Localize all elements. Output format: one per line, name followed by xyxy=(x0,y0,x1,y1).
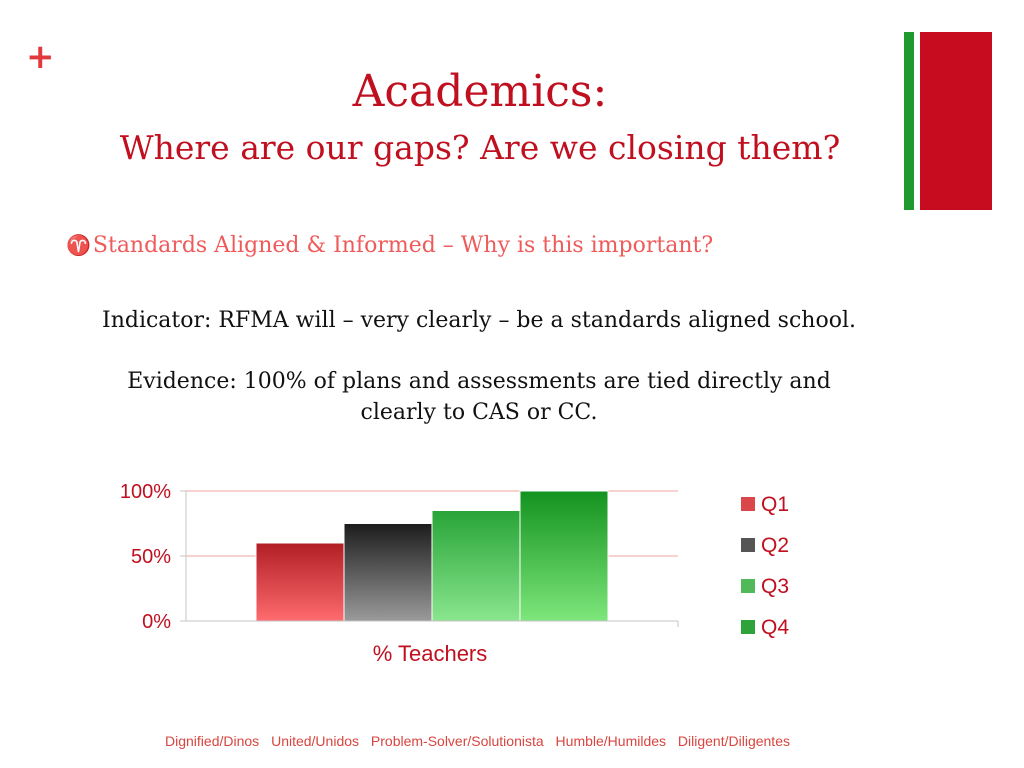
chart-axis: 0% 50% 100% % Teachers xyxy=(120,481,679,666)
legend-label: Q3 xyxy=(761,575,789,598)
chart-legend: Q1 Q2 Q3 Q4 xyxy=(741,493,789,639)
legend-label: Q1 xyxy=(761,493,789,516)
bar-chart: 0% 50% 100% % Teachers Q1 Q2 Q3 Q4 xyxy=(120,481,789,666)
y-tick-label: 0% xyxy=(142,611,171,633)
evidence-text: Evidence: 100% of plans and assessments … xyxy=(127,369,831,425)
slide-subtitle: Where are our gaps? Are we closing them? xyxy=(119,128,841,167)
footer-value: Diligent/Diligentes xyxy=(677,733,790,749)
footer-value: Problem-Solver/Solutionista xyxy=(370,733,544,749)
bar-q3 xyxy=(431,510,521,622)
bar-q1 xyxy=(255,542,345,622)
bullet-point: ♈Standards Aligned & Informed – Why is t… xyxy=(66,230,713,261)
footer-values: Dignified/Dinos United/Unidos Problem-So… xyxy=(0,732,955,750)
legend-label: Q4 xyxy=(761,616,789,639)
y-tick-label: 100% xyxy=(120,481,171,503)
footer-value: Humble/Humildes xyxy=(555,733,667,749)
plus-icon: + xyxy=(26,37,55,77)
indicator-text: Indicator: RFMA will – very clearly – be… xyxy=(102,308,856,333)
y-tick-label: 50% xyxy=(131,546,171,568)
footer-value: Dignified/Dinos xyxy=(165,733,260,749)
legend-label: Q2 xyxy=(761,534,789,557)
legend-swatch xyxy=(741,620,755,634)
aries-bullet-icon: ♈ xyxy=(66,233,91,257)
bar-q4 xyxy=(519,490,609,622)
bar-q2 xyxy=(343,523,433,622)
x-category-label: % Teachers xyxy=(373,641,488,666)
legend-swatch xyxy=(741,538,755,552)
chart-bars xyxy=(255,490,609,622)
legend-swatch xyxy=(741,579,755,593)
legend-swatch xyxy=(741,497,755,511)
footer-value: United/Unidos xyxy=(271,733,360,749)
decorative-red-bar xyxy=(920,32,992,210)
slide-title: Academics: xyxy=(352,66,608,117)
bullet-text: Standards Aligned & Informed – Why is th… xyxy=(92,233,714,258)
decorative-green-bar xyxy=(904,32,914,210)
